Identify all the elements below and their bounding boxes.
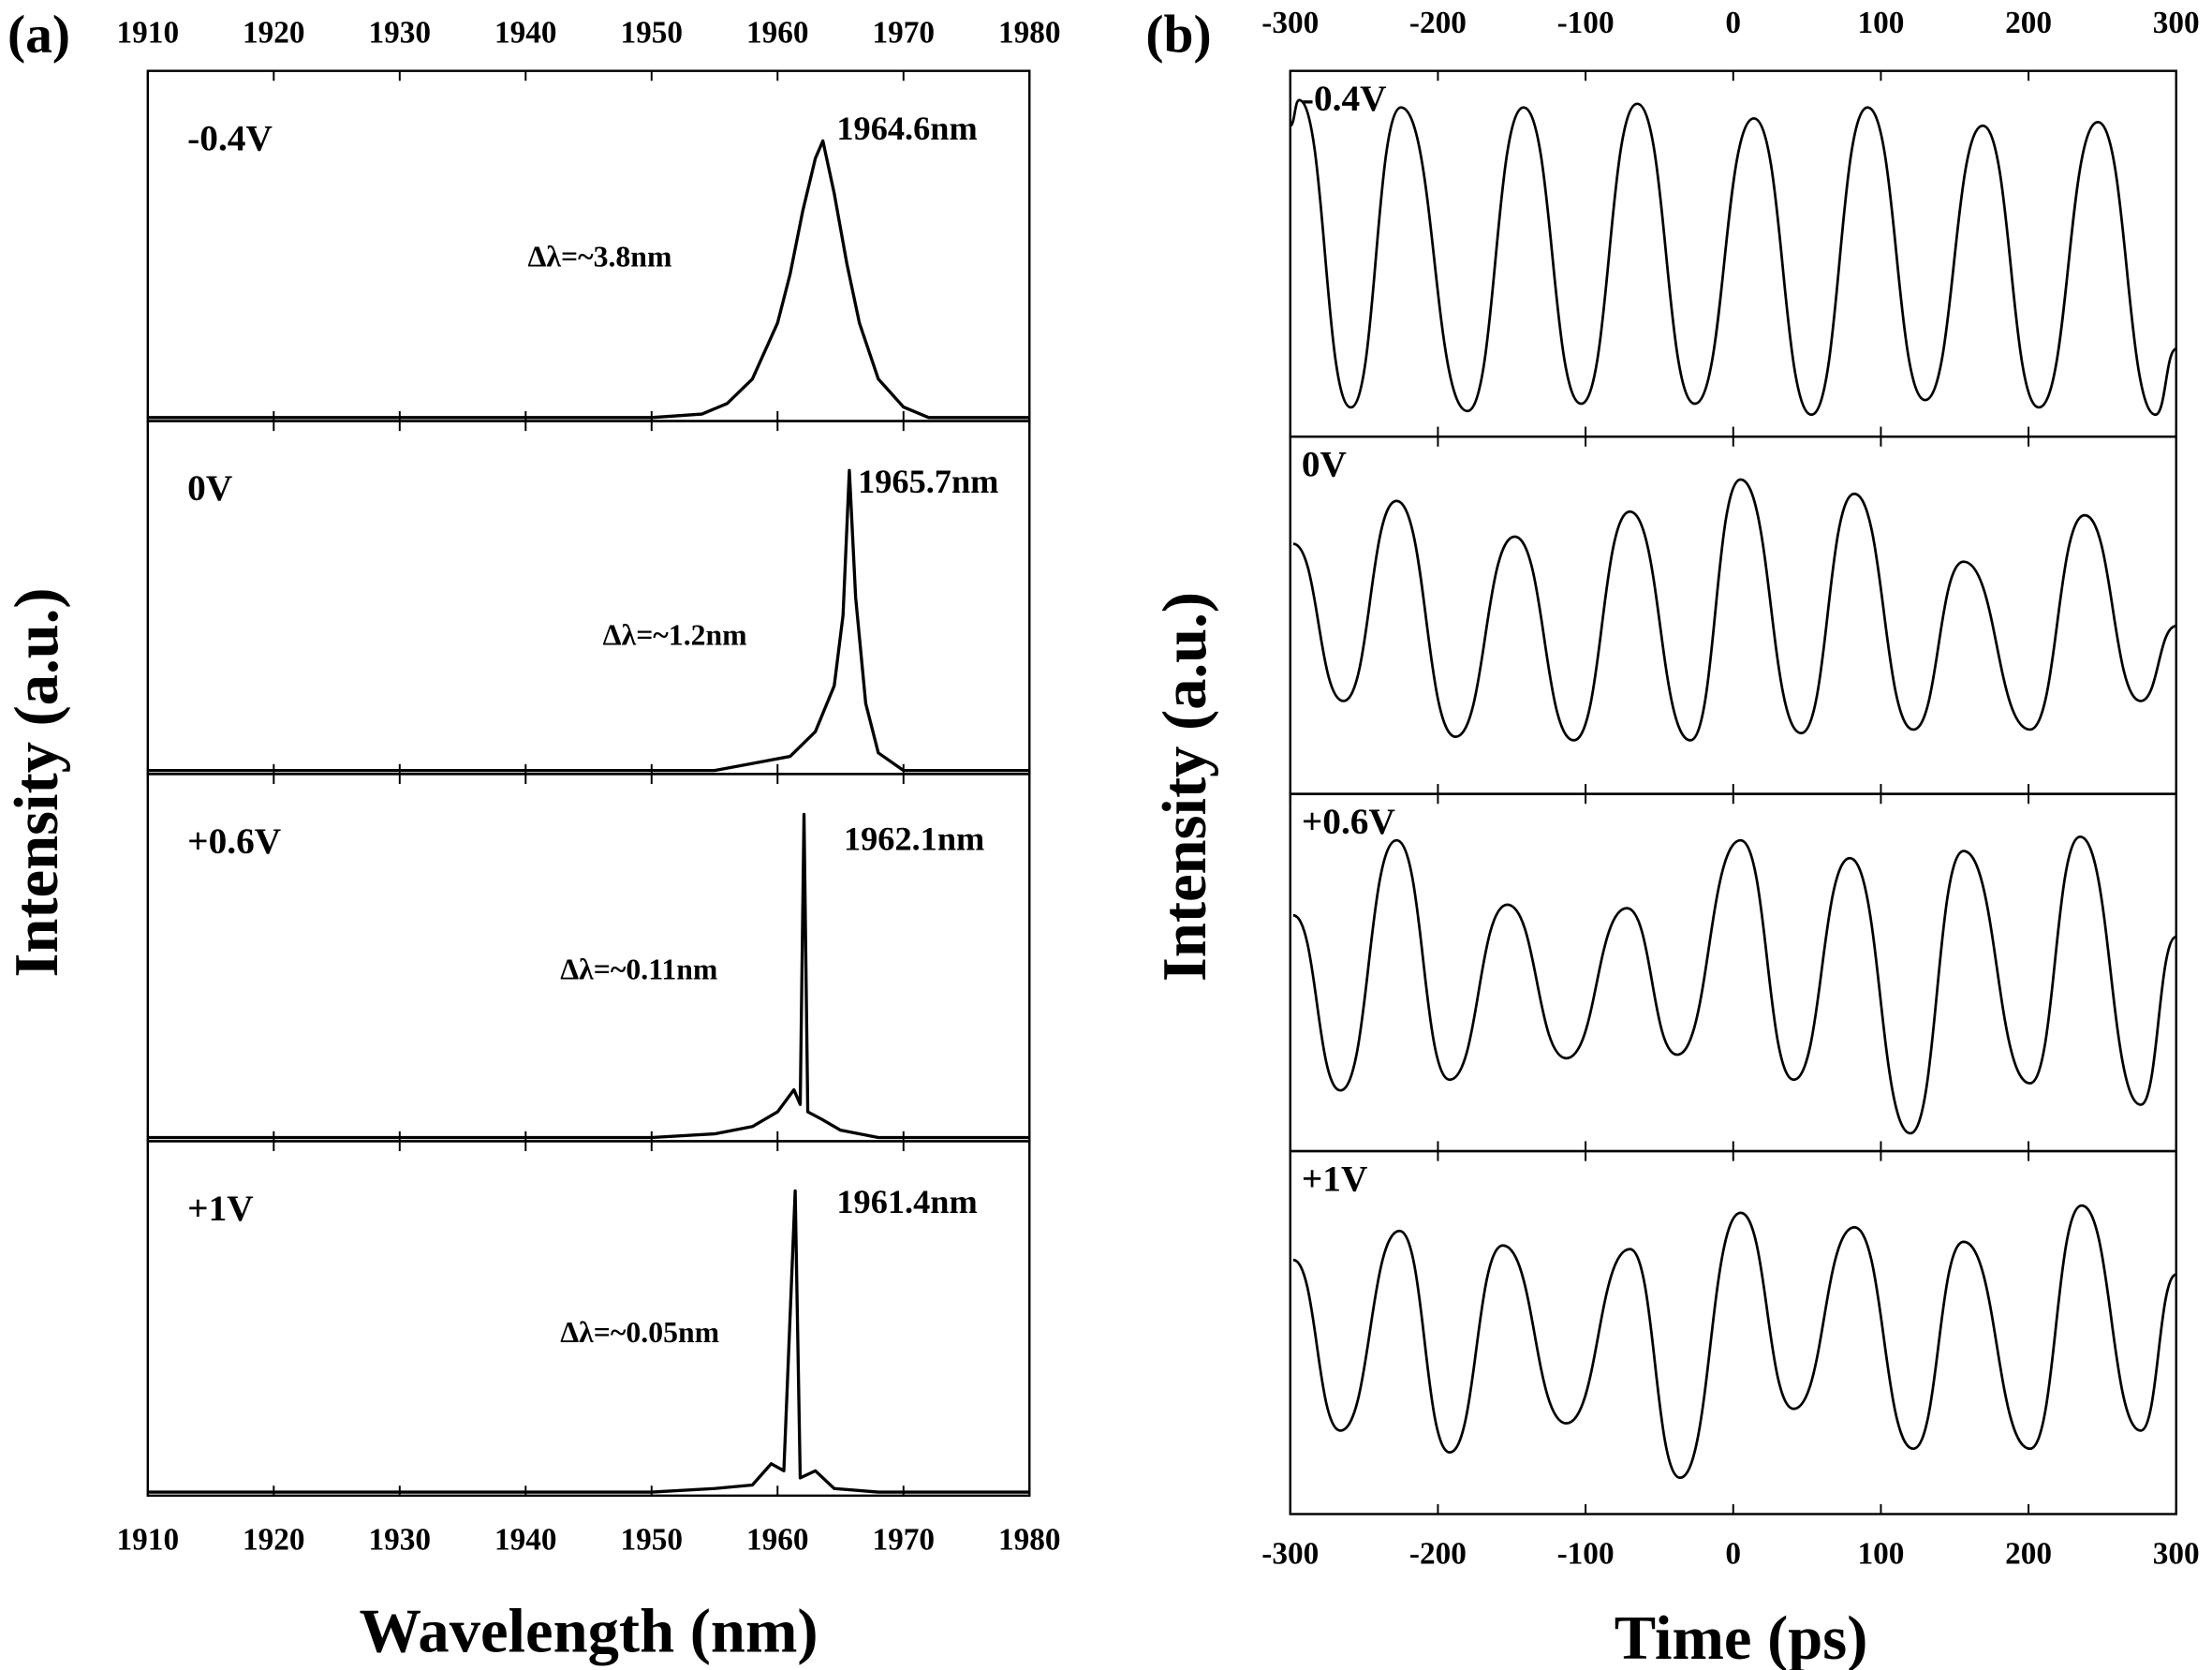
plot-frame <box>1289 69 2177 438</box>
peak-label: 1965.7nm <box>858 463 998 500</box>
linewidth-label: Δλ=~1.2nm <box>603 618 747 651</box>
x-tick-label: 1930 <box>369 15 432 50</box>
x-tick-label: -200 <box>1409 1537 1467 1572</box>
data-line <box>1292 1204 2177 1480</box>
x-tick-label: -300 <box>1261 6 1319 40</box>
data-line <box>147 139 1030 420</box>
linewidth-label: Δλ=~3.8nm <box>527 240 671 273</box>
x-tick-label: 1950 <box>621 15 684 50</box>
x-tick-label: 1920 <box>243 15 305 50</box>
x-tick-label: 1940 <box>494 15 557 50</box>
data-line <box>1292 478 2177 742</box>
x-tick-label: 100 <box>1857 1537 1904 1572</box>
x-tick-label: 0 <box>1725 6 1741 40</box>
x-tick-label: -100 <box>1557 1537 1615 1572</box>
data-line <box>1292 835 2177 1135</box>
voltage-label: +1V <box>1302 1158 1368 1199</box>
panel-label: (b) <box>1145 6 1211 65</box>
x-tick-label: 1980 <box>998 1522 1061 1557</box>
voltage-label: 0V <box>1302 444 1347 485</box>
plot-frame <box>146 1140 1031 1498</box>
voltage-label: +0.6V <box>1302 801 1395 842</box>
data-line <box>147 468 1030 773</box>
x-tick-label: 1930 <box>369 1522 432 1557</box>
linewidth-label: Δλ=~0.05nm <box>560 1316 719 1349</box>
linewidth-label: Δλ=~0.11nm <box>560 953 717 986</box>
voltage-label: +1V <box>187 1188 254 1229</box>
data-line <box>147 1189 1030 1494</box>
x-tick-label: 200 <box>2005 6 2052 40</box>
peak-label: 1962.1nm <box>844 820 984 857</box>
x-tick-label: 1970 <box>872 15 935 50</box>
x-axis-label: Wavelength (nm) <box>360 1597 818 1665</box>
x-tick-label: 1960 <box>746 1522 809 1557</box>
x-tick-label: 0 <box>1725 1537 1741 1572</box>
voltage-label: 0V <box>187 467 232 509</box>
y-axis-label: Intensity (a.u.) <box>1151 592 1219 982</box>
peak-label: 1961.4nm <box>836 1183 977 1220</box>
x-tick-label: -100 <box>1557 6 1615 40</box>
plot-frame <box>1289 792 2177 1153</box>
data-line <box>147 812 1030 1140</box>
panel-label: (a) <box>7 6 70 65</box>
x-tick-label: 1910 <box>117 1522 180 1557</box>
x-tick-label: 100 <box>1857 6 1904 40</box>
voltage-label: +0.6V <box>187 820 281 862</box>
x-tick-label: 300 <box>2153 6 2200 40</box>
y-axis-label: Intensity (a.u.) <box>3 587 71 977</box>
x-tick-label: 1920 <box>243 1522 305 1557</box>
voltage-label: -0.4V <box>187 117 273 158</box>
x-tick-label: 1940 <box>494 1522 557 1557</box>
x-tick-label: 1950 <box>621 1522 684 1557</box>
x-tick-label: 200 <box>2005 1537 2052 1572</box>
x-tick-label: 1980 <box>998 15 1061 50</box>
x-axis-label: Time (ps) <box>1615 1604 1868 1670</box>
data-line <box>1289 98 2177 417</box>
x-tick-label: 1970 <box>872 1522 935 1557</box>
x-tick-label: -200 <box>1409 6 1467 40</box>
peak-label: 1964.6nm <box>836 110 977 147</box>
x-tick-label: 300 <box>2153 1537 2200 1572</box>
x-tick-label: 1910 <box>117 15 180 50</box>
voltage-label: -0.4V <box>1302 78 1387 119</box>
x-tick-label: 1960 <box>746 15 809 50</box>
x-tick-label: -300 <box>1261 1537 1319 1572</box>
